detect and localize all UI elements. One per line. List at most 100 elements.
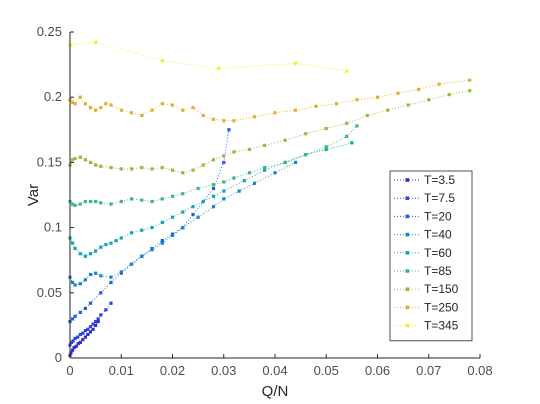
data-point — [375, 95, 380, 99]
data-point — [170, 168, 175, 172]
series-T=60 — [68, 141, 354, 258]
data-point — [83, 102, 87, 106]
series-line — [69, 79, 470, 122]
data-point — [71, 317, 75, 321]
data-point — [334, 102, 339, 106]
data-point — [94, 163, 98, 167]
data-point — [191, 213, 195, 217]
data-point — [140, 254, 144, 258]
data-point — [99, 274, 103, 278]
data-point — [73, 283, 77, 287]
data-point — [170, 194, 175, 198]
legend-label: T=7.5 — [424, 191, 455, 205]
data-point — [73, 246, 77, 251]
data-point — [447, 93, 451, 97]
data-point — [191, 106, 195, 110]
x-tick-label: 0.05 — [314, 363, 339, 378]
data-point — [365, 113, 369, 118]
data-point — [119, 236, 123, 240]
data-point — [83, 254, 87, 258]
data-point — [211, 186, 216, 191]
legend-entry: T=3.5 — [394, 173, 455, 187]
data-point — [140, 228, 144, 232]
y-tick-label: 0.15 — [37, 154, 62, 169]
data-point — [71, 158, 75, 162]
data-point — [86, 327, 90, 331]
data-point — [78, 310, 82, 314]
data-point — [150, 248, 154, 252]
data-point — [99, 313, 103, 317]
y-tick-label: 0.25 — [37, 24, 62, 39]
data-point — [160, 241, 164, 245]
data-point — [88, 272, 93, 277]
data-point — [94, 271, 98, 275]
data-point — [73, 156, 77, 161]
data-point — [83, 329, 87, 333]
data-point — [345, 134, 349, 138]
data-point — [78, 252, 82, 256]
data-point — [88, 325, 93, 329]
data-point — [468, 89, 472, 93]
data-point — [150, 167, 154, 171]
data-point — [468, 78, 472, 82]
data-point — [71, 100, 75, 104]
data-point — [94, 319, 98, 324]
data-point — [73, 314, 77, 318]
data-point — [242, 179, 246, 183]
data-point — [83, 278, 87, 282]
series-line — [69, 90, 470, 174]
data-point — [109, 301, 113, 305]
data-point — [119, 167, 123, 171]
data-point — [211, 183, 216, 187]
data-point — [88, 301, 93, 305]
data-point — [109, 166, 113, 170]
data-point — [324, 145, 328, 149]
data-point — [227, 128, 231, 132]
data-point — [78, 282, 82, 286]
data-point — [170, 103, 175, 107]
series-line — [69, 129, 230, 322]
data-point — [304, 132, 308, 136]
legend-label: T=60 — [424, 246, 452, 260]
data-point — [160, 220, 164, 224]
legend-entry: T=20 — [394, 209, 452, 223]
data-point — [78, 202, 82, 206]
data-point — [104, 243, 108, 247]
legend-label: T=20 — [424, 209, 452, 223]
series-T=345 — [68, 40, 349, 73]
data-point — [91, 327, 95, 331]
data-point — [104, 308, 108, 312]
data-point — [109, 241, 113, 245]
data-point — [416, 87, 421, 91]
series-T=40 — [68, 160, 298, 287]
legend-entry: T=40 — [394, 228, 452, 242]
data-point — [73, 203, 77, 207]
data-point — [201, 113, 205, 118]
data-point — [94, 199, 98, 204]
data-point — [129, 111, 134, 115]
data-point — [99, 245, 103, 249]
data-point — [119, 270, 123, 274]
series-line — [69, 41, 347, 72]
data-point — [99, 164, 103, 168]
data-point — [160, 197, 164, 201]
data-point — [324, 126, 328, 131]
data-point — [252, 181, 257, 185]
data-point — [437, 82, 441, 86]
legend-label: T=345 — [424, 319, 459, 333]
series-line — [69, 161, 296, 286]
x-tick-label: 0.07 — [416, 363, 441, 378]
data-point — [283, 160, 287, 164]
legend-label: T=150 — [424, 282, 459, 296]
data-point — [109, 280, 113, 284]
data-point — [232, 119, 236, 123]
plot-area — [68, 40, 472, 357]
data-point — [263, 143, 267, 147]
data-point — [99, 106, 103, 110]
data-point — [160, 166, 164, 170]
data-point — [263, 166, 267, 170]
data-point — [211, 205, 216, 209]
data-point — [211, 117, 216, 121]
data-point — [94, 323, 98, 327]
